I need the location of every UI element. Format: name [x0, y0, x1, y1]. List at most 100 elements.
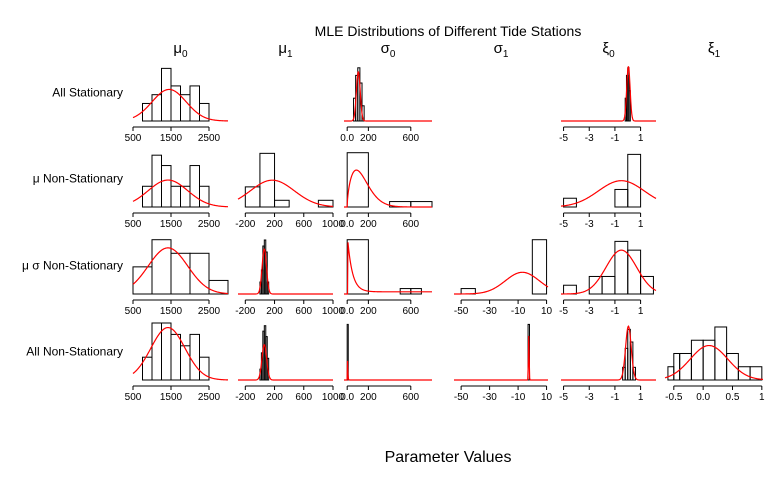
- histogram-bar: [199, 185, 210, 208]
- histogram-bar: [679, 352, 692, 381]
- panel-mu1: -200 200 600 1000: [235, 239, 345, 317]
- panel-xi0: -5 -3 -1 1: [559, 153, 657, 230]
- x-tick-label: 1: [759, 392, 765, 403]
- density-curve: [560, 180, 657, 207]
- x-tick-label: 200: [360, 219, 377, 230]
- panel-sigma0: 0.0 200 600: [340, 239, 432, 317]
- panel-sigma1: -50 -30 -10 10: [454, 239, 553, 317]
- panel-xi0: -5 -3 -1 1: [559, 325, 656, 403]
- x-tick-label: 200: [266, 306, 283, 317]
- panel-xi1: -0.5 0.0 0.5 1: [664, 326, 765, 403]
- column-header-subscript: 1: [503, 49, 509, 60]
- x-tick-label: -5: [559, 133, 568, 144]
- x-tick-label: 500: [125, 392, 142, 403]
- x-tick-label: 2500: [198, 306, 221, 317]
- panel-mu1: -200 200 600 1000: [235, 325, 345, 403]
- panel-xi0: -5 -3 -1 1: [559, 240, 657, 317]
- column-header-xi1: ξ1: [708, 40, 721, 60]
- column-header-mu1: μ1: [278, 40, 293, 60]
- histogram-bar: [627, 153, 642, 208]
- panel-sigma1: -50 -30 -10 10: [454, 323, 553, 403]
- x-tick-label: 1000: [322, 306, 345, 317]
- panel-mu0: 500 1500 2500: [125, 322, 229, 403]
- x-tick-label: -50: [454, 306, 469, 317]
- histogram-bar: [274, 199, 290, 208]
- x-tick-label: 600: [402, 219, 419, 230]
- density-curve: [454, 271, 549, 295]
- panel-sigma0: 0.0 200 600: [340, 152, 433, 230]
- x-tick-label: -30: [482, 306, 497, 317]
- row-label: All Non-Stationary: [26, 345, 123, 359]
- density-curve: [454, 335, 548, 381]
- column-headers: μ0 μ1 σ0 σ1 ξ0 ξ1: [173, 40, 720, 60]
- histogram-bar: [601, 275, 616, 295]
- column-header-subscript: 1: [715, 49, 721, 60]
- x-tick-label: -5: [559, 392, 568, 403]
- x-tick-label: 200: [266, 219, 283, 230]
- density-curve: [132, 326, 229, 381]
- panel-sigma0: 0.0 200 600: [340, 323, 432, 403]
- x-tick-label: 0.0: [340, 306, 354, 317]
- histogram-bar: [151, 154, 162, 208]
- histogram-bar: [161, 67, 172, 122]
- x-tick-label: -1: [610, 133, 619, 144]
- chart-title: MLE Distributions of Different Tide Stat…: [315, 23, 582, 39]
- x-tick-label: 500: [125, 306, 142, 317]
- histogram-bar: [151, 94, 162, 122]
- column-header-symbol: μ: [173, 40, 182, 57]
- x-tick-label: 1: [638, 306, 644, 317]
- x-tick-label: 200: [360, 392, 377, 403]
- x-tick-label: 200: [266, 392, 283, 403]
- x-tick-label: 10: [541, 392, 553, 403]
- histogram-bar: [266, 357, 270, 381]
- density-curve: [238, 344, 333, 381]
- x-tick-label: -1: [610, 219, 619, 230]
- histogram-bar: [189, 165, 200, 208]
- x-tick-label: 200: [360, 133, 377, 144]
- x-tick-label: -3: [585, 133, 594, 144]
- histogram-bar: [170, 252, 191, 295]
- x-tick-label: 600: [402, 306, 419, 317]
- x-tick-label: 1: [638, 392, 644, 403]
- histogram-bar: [346, 152, 369, 208]
- panel-xi0: -5 -3 -1 1: [559, 66, 656, 144]
- histogram-bar: [690, 339, 704, 381]
- row-label: μ σ Non-Stationary: [22, 259, 123, 273]
- x-tick-label: -3: [585, 306, 594, 317]
- x-tick-label: -5: [559, 306, 568, 317]
- histogram-bar: [640, 275, 654, 295]
- x-tick-label: 200: [360, 306, 377, 317]
- column-header-sigma0: σ0: [381, 40, 396, 60]
- histogram-bar: [199, 102, 210, 122]
- x-tick-label: -50: [454, 392, 469, 403]
- x-tick-label: 1: [638, 219, 644, 230]
- row-label: All Stationary: [52, 86, 123, 100]
- row-labels: All Stationary μ Non-Stationary μ σ Non-St…: [22, 86, 123, 359]
- histogram-bar: [208, 279, 229, 295]
- x-tick-label: 1000: [322, 392, 345, 403]
- density-curve: [561, 249, 657, 295]
- panel-mu0: 500 1500 2500: [125, 67, 229, 144]
- x-axis-label: Parameter Values: [385, 449, 512, 466]
- histogram-bar: [161, 165, 172, 208]
- x-tick-label: 600: [295, 219, 312, 230]
- histogram-bar: [410, 201, 433, 208]
- column-header-subscript: 0: [609, 49, 615, 60]
- density-curve: [132, 247, 229, 295]
- histogram-bar: [673, 352, 681, 381]
- x-tick-label: -1: [610, 392, 619, 403]
- density-curve: [561, 325, 656, 381]
- histogram-bar: [170, 333, 181, 381]
- histogram-bar: [199, 356, 210, 381]
- x-tick-label: -1: [610, 306, 619, 317]
- x-tick-label: -3: [585, 219, 594, 230]
- column-header-symbol: μ: [278, 40, 287, 57]
- x-tick-label: -0.5: [665, 392, 683, 403]
- x-tick-label: -30: [482, 392, 497, 403]
- column-header-symbol: ξ: [602, 40, 609, 57]
- column-header-sigma1: σ1: [494, 40, 509, 60]
- histogram-bar: [180, 94, 191, 122]
- density-curve: [132, 88, 229, 122]
- x-tick-label: -200: [235, 219, 255, 230]
